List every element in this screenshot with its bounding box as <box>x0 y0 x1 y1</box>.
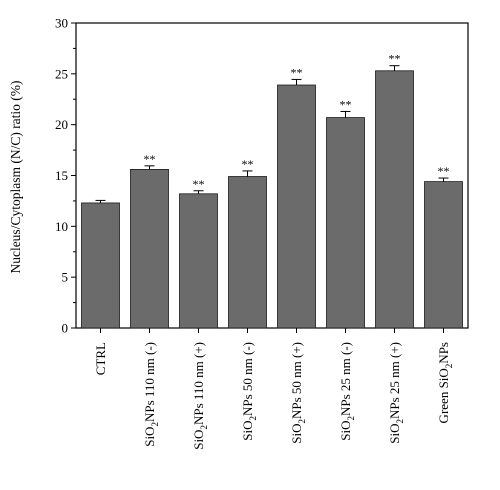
significance-label: ** <box>291 65 303 79</box>
y-tick-label: 25 <box>55 66 68 81</box>
significance-label: ** <box>389 52 401 66</box>
bar <box>424 181 463 329</box>
y-axis-label: Nucleus/Cytoplasm (N/C) ratio (%) <box>8 80 23 273</box>
bar <box>326 117 365 329</box>
x-tick-label: Green SiO2NPs <box>436 342 454 423</box>
bar <box>130 168 169 329</box>
bar <box>228 176 267 329</box>
x-tick-label: SiO2NPs 50 nm (-) <box>240 342 258 441</box>
y-tick-label: 10 <box>55 219 68 234</box>
significance-label: ** <box>340 97 352 111</box>
significance-label: ** <box>193 177 205 191</box>
significance-label: ** <box>438 164 450 178</box>
bar <box>179 193 218 329</box>
significance-label: ** <box>242 157 254 171</box>
y-tick-label: 30 <box>55 16 68 31</box>
y-tick-label: 20 <box>55 117 68 132</box>
bar <box>277 84 316 329</box>
x-tick-label: SiO2NPs 25 nm (-) <box>338 342 356 441</box>
y-tick-label: 5 <box>62 270 69 285</box>
x-tick-label: SiO2NPs 25 nm (+) <box>387 342 405 444</box>
x-tick-label: SiO2NPs 110 nm (+) <box>191 342 209 450</box>
bar <box>375 70 414 329</box>
plot-area: 0 5 10 15 20 25 30 CTRL ** SiO2NPs 110 nm (-) ** Si… <box>55 16 469 450</box>
significance-label: ** <box>144 152 156 166</box>
y-tick-label: 15 <box>55 168 68 183</box>
x-tick-label: SiO2NPs 110 nm (-) <box>142 342 160 447</box>
x-tick-label: SiO2NPs 50 nm (+) <box>289 342 307 444</box>
x-tick-label: CTRL <box>93 342 108 375</box>
bar <box>81 202 120 329</box>
y-tick-label: 0 <box>62 321 69 336</box>
